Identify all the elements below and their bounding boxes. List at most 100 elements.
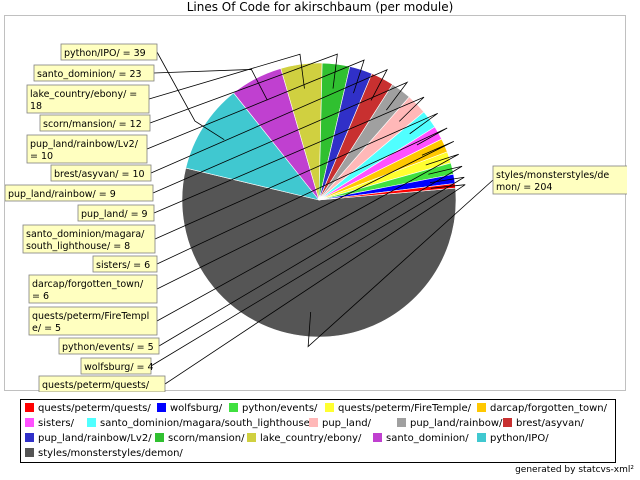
slice-label-box	[33, 64, 155, 82]
slice-label: = 10	[30, 151, 53, 162]
slice-label: python/IPO/ = 39	[64, 48, 146, 59]
legend-item: darcap/forgotten_town/	[477, 403, 607, 415]
legend-label: wolfsburg/	[170, 403, 223, 414]
legend-label: python/IPO/	[490, 433, 549, 444]
legend-label: pup_land/rainbow/	[410, 418, 503, 429]
leader-line	[164, 184, 466, 385]
slice-label: brest/asyvan/ = 10	[54, 169, 145, 180]
slice-label-box	[26, 84, 150, 114]
legend-item: styles/monsterstyles/demon/	[25, 448, 183, 460]
legend-label: scorn/mansion/	[168, 433, 245, 444]
leader-line	[153, 69, 268, 101]
leader-line	[146, 59, 365, 150]
legend-item: scorn/mansion/	[155, 433, 245, 445]
legend-item: python/IPO/	[477, 433, 549, 445]
legend-swatch	[373, 433, 382, 442]
slice-label-box	[39, 114, 151, 132]
slice-label: santo_dominion/ = 23	[37, 69, 142, 80]
leader-line	[156, 153, 459, 322]
slice-label: lake_country/ebony/ =	[30, 89, 137, 100]
legend-swatch	[25, 448, 34, 457]
legend-swatch	[325, 403, 334, 412]
legend-label: pup_land/rainbow/Lv2/	[38, 433, 152, 444]
legend-swatch	[397, 418, 406, 427]
slice-label: mon/ = 204	[496, 182, 552, 193]
leader-line	[158, 165, 463, 347]
legend-item: pup_land/	[309, 418, 371, 430]
legend-label: python/events/	[242, 403, 318, 414]
slice-label: pup_land/ = 9	[81, 209, 148, 220]
legend-label: brest/asyvan/	[516, 418, 584, 429]
legend-swatch	[157, 403, 166, 412]
slice-label: pup_land/rainbow/ = 9	[8, 189, 116, 200]
legend-label: santo_dominion/	[386, 433, 469, 444]
legend-item: quests/peterm/quests/	[25, 403, 151, 415]
legend-label: lake_country/ebony/	[260, 433, 362, 444]
legend-label: pup_land/	[322, 418, 371, 429]
legend-item: python/events/	[229, 403, 317, 415]
slice-label: south_lighthouse/ = 8	[26, 241, 130, 252]
slice-label-box	[22, 224, 156, 254]
legend-label: quests/peterm/quests/	[38, 403, 151, 414]
chart-title: Lines Of Code for akirschbaum (per modul…	[186, 0, 454, 14]
legend: quests/peterm/quests/wolfsburg/python/ev…	[20, 399, 616, 463]
legend-swatch	[25, 433, 34, 442]
legend-swatch	[477, 403, 486, 412]
legend-item: pup_land/rainbow/Lv2/	[25, 433, 152, 445]
legend-item: pup_land/rainbow/	[397, 418, 502, 430]
slice-label-box	[5, 184, 154, 202]
slice-label: sisters/ = 6	[96, 260, 150, 271]
legend-item: lake_country/ebony/	[247, 433, 361, 445]
legend-swatch	[477, 433, 486, 442]
legend-swatch	[25, 418, 34, 427]
slice-label: scorn/mansion/ = 12	[43, 119, 142, 130]
leader-line	[156, 141, 454, 290]
legend-swatch	[87, 418, 96, 427]
slice-label-box	[50, 164, 152, 182]
legend-item: sisters/	[25, 418, 74, 430]
slice-label-box	[38, 375, 166, 392]
slice-label-box	[492, 165, 627, 195]
slice-label: styles/monsterstyles/de	[496, 170, 609, 181]
slice-label: wolfsburg/ = 4	[84, 362, 154, 373]
slice-label: pup_land/rainbow/Lv2/	[30, 139, 139, 150]
legend-item: santo_dominion/	[373, 433, 469, 445]
leader-line	[156, 127, 448, 265]
slice-label-box	[28, 274, 158, 304]
legend-swatch	[247, 433, 256, 442]
leader-line	[152, 81, 409, 194]
slice-label: quests/peterm/FireTempl	[32, 311, 149, 322]
leader-line	[154, 112, 438, 240]
slice-label: santo_dominion/magara/	[26, 229, 145, 240]
slice-label-box	[28, 306, 158, 336]
legend-label: styles/monsterstyles/demon/	[38, 448, 183, 459]
leader-line	[307, 179, 494, 348]
legend-label: quests/peterm/FireTemple/	[338, 403, 471, 414]
legend-label: santo_dominion/magara/south_lighthouse/	[100, 418, 314, 429]
legend-swatch	[503, 418, 512, 427]
legend-swatch	[309, 418, 318, 427]
footer-credit: generated by statcvs-xml²	[515, 465, 634, 475]
slice-label: 18	[30, 101, 42, 112]
legend-swatch	[25, 403, 34, 412]
leader-line	[150, 68, 388, 174]
slice-label: e/ = 5	[32, 323, 61, 334]
slice-label: = 6	[32, 291, 49, 302]
slice-label: darcap/forgotten_town/	[32, 279, 144, 290]
slice-label-box	[26, 134, 148, 164]
leader-line	[153, 96, 425, 214]
leader-line	[150, 176, 465, 367]
leader-line	[148, 53, 305, 100]
slice-label-box	[77, 204, 155, 222]
legend-swatch	[155, 433, 164, 442]
slice-label: python/events/ = 5	[62, 342, 154, 353]
legend-item: santo_dominion/magara/south_lighthouse/	[87, 418, 313, 430]
legend-item: quests/peterm/FireTemple/	[325, 403, 471, 415]
legend-swatch	[229, 403, 238, 412]
leader-line	[149, 53, 338, 124]
plot-area: styles/monsterstyles/de mon/ = 204 python/…	[4, 15, 627, 392]
slice-label: quests/peterm/quests/	[42, 380, 150, 391]
legend-label: sisters/	[38, 418, 74, 429]
slice-label-box	[58, 337, 160, 355]
slice-label-box	[92, 255, 158, 273]
